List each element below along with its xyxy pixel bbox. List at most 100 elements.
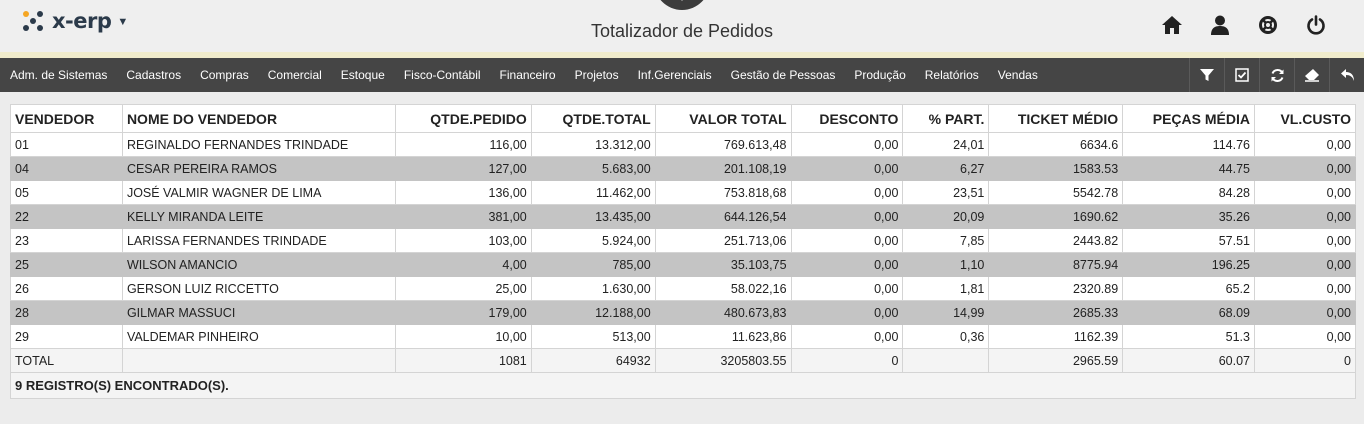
table-row[interactable]: 28 GILMAR MASSUCI 179,00 12.188,00 480.6… xyxy=(10,300,1357,325)
collapse-handle[interactable] xyxy=(654,0,710,10)
cell-vendedor: 26 xyxy=(10,276,123,301)
page-title: Totalizador de Pedidos xyxy=(590,21,774,41)
cell-qtde-total: 5.924,00 xyxy=(530,228,656,253)
menu-item-relatorios[interactable]: Relatórios xyxy=(924,68,979,82)
cell-ticket-medio: 8775.94 xyxy=(988,252,1124,277)
cell-desconto: 0,00 xyxy=(790,180,904,205)
table-row[interactable]: 25 WILSON AMANCIO 4,00 785,00 35.103,75 … xyxy=(10,252,1357,277)
cell-desconto: 0,00 xyxy=(790,204,904,229)
cell-percent-part: 7,85 xyxy=(902,228,990,253)
cell-desconto: 0,00 xyxy=(790,324,904,349)
column-header-percent-part[interactable]: % PART. xyxy=(902,104,990,133)
menu-item-gestao-pessoas[interactable]: Gestão de Pessoas xyxy=(730,68,836,82)
cell-percent-part: 0,36 xyxy=(902,324,990,349)
table-row[interactable]: 22 KELLY MIRANDA LEITE 381,00 13.435,00 … xyxy=(10,204,1357,229)
column-header-ticket-medio[interactable]: TICKET MÉDIO xyxy=(988,104,1124,133)
cell-vendedor: 04 xyxy=(10,156,123,181)
menu-item-comercial[interactable]: Comercial xyxy=(267,68,322,82)
checkbox-icon[interactable] xyxy=(1224,58,1259,92)
chevron-down-icon[interactable]: ▼ xyxy=(117,16,129,28)
total-desconto: 0 xyxy=(790,348,904,373)
eraser-icon[interactable] xyxy=(1294,58,1329,92)
cell-qtde-total: 513,00 xyxy=(530,324,656,349)
chevron-down-icon xyxy=(675,0,689,7)
column-header-pecas-media[interactable]: PEÇAS MÉDIA xyxy=(1122,104,1255,133)
menu-item-fisco-contabil[interactable]: Fisco-Contábil xyxy=(403,68,481,82)
table-row[interactable]: 01 REGINALDO FERNANDES TRINDADE 116,00 1… xyxy=(10,132,1357,157)
lifebuoy-icon[interactable] xyxy=(1244,12,1292,38)
refresh-icon[interactable] xyxy=(1259,58,1294,92)
cell-qtde-pedido: 116,00 xyxy=(394,132,532,157)
table-row[interactable]: 26 GERSON LUIZ RICCETTO 25,00 1.630,00 5… xyxy=(10,276,1357,301)
cell-ticket-medio: 6634.6 xyxy=(988,132,1124,157)
column-header-qtde-total[interactable]: QTDE.TOTAL xyxy=(530,104,656,133)
table-header-row: VENDEDOR NOME DO VENDEDOR QTDE.PEDIDO QT… xyxy=(10,104,1357,133)
cell-valor-total: 480.673,83 xyxy=(654,300,792,325)
cell-vl-custo: 0,00 xyxy=(1253,300,1357,325)
menu-item-compras[interactable]: Compras xyxy=(200,68,249,82)
cell-ticket-medio: 1162.39 xyxy=(988,324,1124,349)
back-arrow-icon[interactable] xyxy=(1329,58,1364,92)
cell-percent-part: 1,81 xyxy=(902,276,990,301)
table-row[interactable]: 04 CESAR PEREIRA RAMOS 127,00 5.683,00 2… xyxy=(10,156,1357,181)
menu-item-cadastros[interactable]: Cadastros xyxy=(126,68,182,82)
table-row[interactable]: 23 LARISSA FERNANDES TRINDADE 103,00 5.9… xyxy=(10,228,1357,253)
cell-ticket-medio: 1690.62 xyxy=(988,204,1124,229)
menu-item-adm-sistemas[interactable]: Adm. de Sistemas xyxy=(10,68,108,82)
total-label: TOTAL xyxy=(10,348,123,373)
cell-qtde-total: 785,00 xyxy=(530,252,656,277)
menu-item-estoque[interactable]: Estoque xyxy=(340,68,385,82)
cell-nome-vendedor: VALDEMAR PINHEIRO xyxy=(121,324,396,349)
app-logo[interactable]: x-erp ▼ xyxy=(22,8,128,34)
cell-vl-custo: 0,00 xyxy=(1253,204,1357,229)
column-header-nome-vendedor[interactable]: NOME DO VENDEDOR xyxy=(121,104,396,133)
table-row[interactable]: 29 VALDEMAR PINHEIRO 10,00 513,00 11.623… xyxy=(10,324,1357,349)
cell-qtde-total: 11.462,00 xyxy=(530,180,656,205)
total-ticket-medio: 2965.59 xyxy=(988,348,1124,373)
cell-qtde-pedido: 381,00 xyxy=(394,204,532,229)
cell-nome-vendedor: LARISSA FERNANDES TRINDADE xyxy=(121,228,396,253)
menu-item-financeiro[interactable]: Financeiro xyxy=(499,68,556,82)
cell-ticket-medio: 2443.82 xyxy=(988,228,1124,253)
cell-pecas-media: 68.09 xyxy=(1122,300,1255,325)
filter-icon[interactable] xyxy=(1189,58,1224,92)
cell-valor-total: 251.713,06 xyxy=(654,228,792,253)
user-icon[interactable] xyxy=(1196,12,1244,38)
total-percent-part xyxy=(902,348,990,373)
cell-ticket-medio: 2320.89 xyxy=(988,276,1124,301)
cell-valor-total: 769.613,48 xyxy=(654,132,792,157)
cell-qtde-pedido: 4,00 xyxy=(394,252,532,277)
cell-qtde-pedido: 136,00 xyxy=(394,180,532,205)
cell-percent-part: 23,51 xyxy=(902,180,990,205)
total-pecas-media: 60.07 xyxy=(1122,348,1255,373)
cell-valor-total: 11.623,86 xyxy=(654,324,792,349)
column-header-vendedor[interactable]: VENDEDOR xyxy=(10,104,123,133)
cell-vendedor: 25 xyxy=(10,252,123,277)
power-icon[interactable] xyxy=(1292,12,1340,38)
menu-item-projetos[interactable]: Projetos xyxy=(574,68,619,82)
cell-vendedor: 23 xyxy=(10,228,123,253)
menu-item-producao[interactable]: Produção xyxy=(854,68,906,82)
column-header-desconto[interactable]: DESCONTO xyxy=(790,104,904,133)
cell-percent-part: 6,27 xyxy=(902,156,990,181)
cell-qtde-total: 12.188,00 xyxy=(530,300,656,325)
cell-ticket-medio: 1583.53 xyxy=(988,156,1124,181)
cell-vendedor: 29 xyxy=(10,324,123,349)
cell-qtde-pedido: 25,00 xyxy=(394,276,532,301)
menu-item-inf-gerenciais[interactable]: Inf.Gerenciais xyxy=(637,68,712,82)
cell-vl-custo: 0,00 xyxy=(1253,180,1357,205)
table-row[interactable]: 05 JOSÉ VALMIR WAGNER DE LIMA 136,00 11.… xyxy=(10,180,1357,205)
cell-qtde-pedido: 127,00 xyxy=(394,156,532,181)
cell-vendedor: 01 xyxy=(10,132,123,157)
cell-pecas-media: 35.26 xyxy=(1122,204,1255,229)
home-icon[interactable] xyxy=(1148,12,1196,38)
cell-ticket-medio: 5542.78 xyxy=(988,180,1124,205)
cell-valor-total: 201.108,19 xyxy=(654,156,792,181)
menu-item-vendas[interactable]: Vendas xyxy=(997,68,1038,82)
column-header-valor-total[interactable]: VALOR TOTAL xyxy=(654,104,792,133)
column-header-vl-custo[interactable]: VL.CUSTO xyxy=(1253,104,1357,133)
cell-qtde-total: 5.683,00 xyxy=(530,156,656,181)
x-erp-logo-icon xyxy=(22,10,44,32)
cell-nome-vendedor: JOSÉ VALMIR WAGNER DE LIMA xyxy=(121,180,396,205)
column-header-qtde-pedido[interactable]: QTDE.PEDIDO xyxy=(394,104,532,133)
